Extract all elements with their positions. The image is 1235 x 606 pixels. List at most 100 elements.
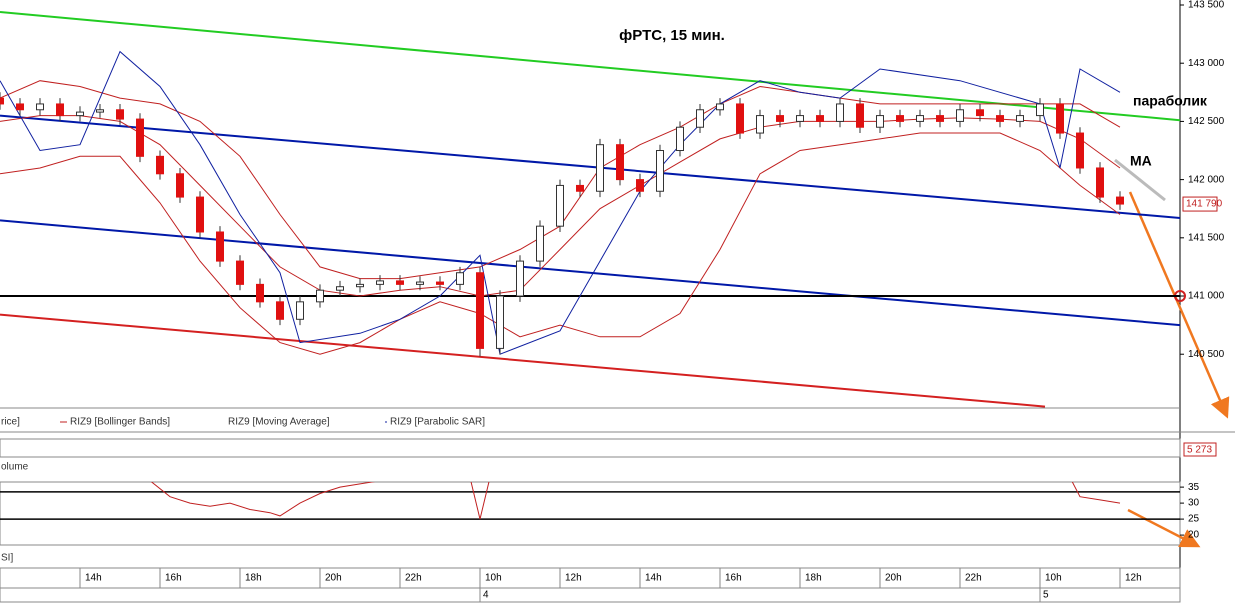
arrow	[1127, 508, 1201, 548]
x-tick-label: 16h	[165, 573, 182, 584]
candle-body	[536, 225, 544, 262]
candle-body	[56, 103, 64, 117]
y-tick-label: 142 500	[1188, 116, 1225, 127]
arrow	[1128, 191, 1230, 419]
candle-body	[876, 115, 884, 128]
rsi-tick-label: 20	[1188, 530, 1200, 541]
y-tick-label: 140 500	[1188, 349, 1225, 360]
candle-body	[956, 109, 964, 122]
rsi-area	[0, 482, 1180, 520]
x-tick-label: 18h	[805, 573, 822, 584]
candle-body	[936, 115, 944, 122]
candle-body	[196, 196, 204, 233]
rsi-tick-label: 35	[1188, 482, 1200, 493]
candle-body	[416, 281, 424, 285]
indicator-line	[0, 115, 1121, 297]
price-box	[1182, 196, 1218, 212]
annotation: параболик	[1133, 93, 1208, 109]
candle-body	[996, 115, 1004, 122]
candle-body	[676, 126, 684, 152]
candle-body	[836, 103, 844, 122]
candle-body	[316, 289, 324, 303]
date-axis	[0, 587, 1181, 603]
candle-body	[396, 280, 404, 285]
legend-label: RIZ9 [Moving Average]	[228, 417, 330, 428]
candle-body	[96, 109, 104, 113]
rsi-tick-label: 25	[1188, 514, 1200, 525]
x-tick-label: 20h	[885, 573, 902, 584]
candle-body	[156, 155, 164, 175]
x-tick-label: 10h	[1045, 573, 1062, 584]
x-tick-label: 16h	[725, 573, 742, 584]
candle-body	[76, 111, 84, 117]
pointer-line	[1114, 158, 1166, 202]
trend-line	[0, 114, 1180, 219]
candle-body	[236, 260, 244, 285]
candle-body	[1076, 132, 1084, 169]
bollinger-lower	[0, 132, 1121, 355]
candle-body	[736, 103, 744, 134]
y-tick-label: 143 500	[1188, 0, 1225, 11]
indicator-line	[0, 50, 1121, 355]
candle-body	[256, 283, 264, 303]
candle-body	[776, 115, 784, 122]
date-tick-label: 4	[483, 590, 489, 601]
candle-body	[896, 115, 904, 122]
candle-body	[1056, 103, 1064, 134]
candle-body	[976, 109, 984, 117]
trend-line	[0, 219, 1180, 327]
annotation: MA	[1130, 153, 1152, 169]
candle-body	[496, 295, 504, 349]
candle-body	[336, 286, 344, 291]
rsi-line	[150, 482, 1121, 520]
candle-body	[456, 272, 464, 285]
x-tick-label: 12h	[1125, 573, 1142, 584]
candle-body	[916, 115, 924, 122]
x-tick-label: 18h	[245, 573, 262, 584]
candle-body	[176, 173, 184, 198]
legend-label: RIZ9 [Parabolic SAR]	[390, 417, 485, 428]
candle-body	[296, 301, 304, 320]
y-tick-label: 141 000	[1188, 291, 1225, 302]
value-box	[1183, 442, 1217, 457]
candle-body	[756, 115, 764, 134]
candle-body	[136, 118, 144, 157]
x-tick-label: 14h	[85, 573, 102, 584]
candle-body	[436, 281, 444, 285]
volume-panel	[0, 438, 1181, 458]
candle-body	[636, 179, 644, 192]
rsi-tick-label: 30	[1188, 498, 1200, 509]
candle-body	[276, 301, 284, 320]
trend-line	[0, 11, 1180, 122]
candle-body	[376, 280, 384, 285]
panel-label: SI]	[1, 553, 13, 564]
volume-value: 5 273	[1187, 445, 1212, 456]
legend-label: rice]	[1, 417, 20, 428]
y-tick-label: 142 000	[1188, 174, 1225, 185]
candle-body	[796, 115, 804, 122]
price-label: 141 790	[1186, 199, 1223, 210]
date-tick-label: 5	[1043, 590, 1049, 601]
x-tick-label: 22h	[405, 573, 422, 584]
x-tick-label: 12h	[565, 573, 582, 584]
candle-body	[0, 97, 4, 105]
candle-body	[816, 115, 824, 122]
y-tick-label: 143 000	[1188, 58, 1225, 69]
candle-body	[116, 109, 124, 120]
candle-body	[16, 103, 24, 111]
candle-body	[216, 231, 224, 262]
candle-body	[616, 144, 624, 181]
candle-body	[476, 272, 484, 349]
candle-body	[356, 283, 364, 288]
chart-title: фРТС, 15 мин.	[619, 27, 725, 44]
plot-area	[0, 11, 1180, 408]
panel-label: olume	[1, 462, 29, 473]
candle-body	[556, 184, 564, 227]
x-tick-label: 20h	[325, 573, 342, 584]
y-tick-label: 141 500	[1188, 232, 1225, 243]
candle-body	[1036, 103, 1044, 117]
candle-body	[716, 103, 724, 111]
legend-label: RIZ9 [Bollinger Bands]	[70, 417, 170, 428]
